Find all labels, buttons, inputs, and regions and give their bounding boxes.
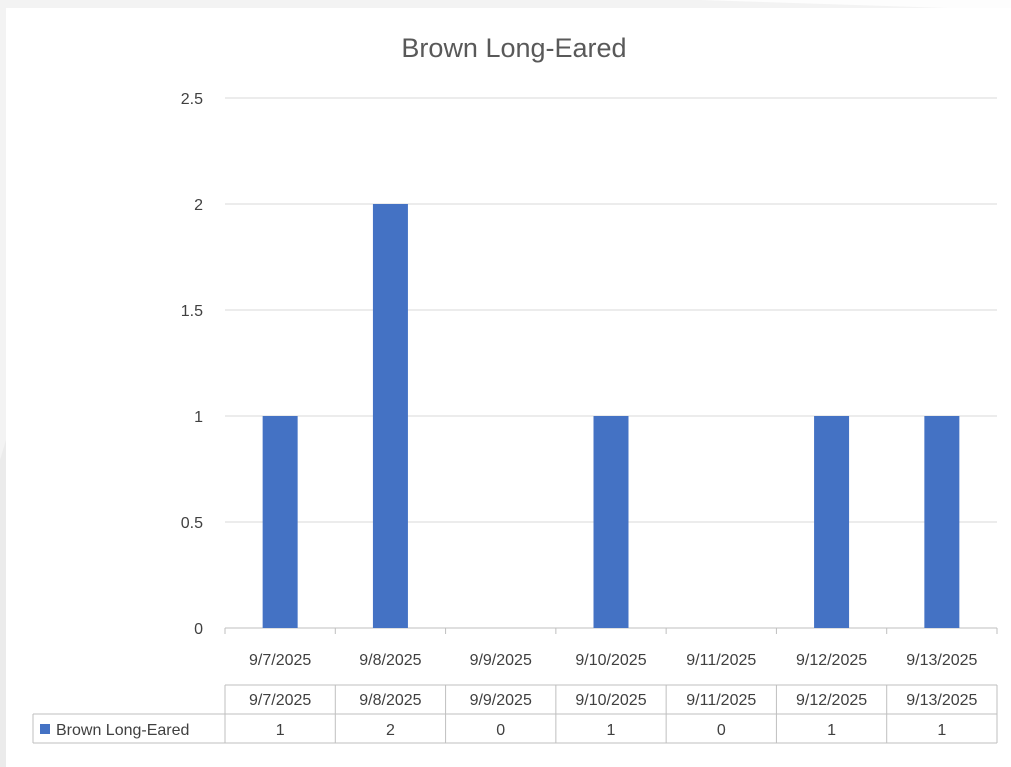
y-tick-label: 0.5: [181, 515, 203, 532]
bar: [262, 416, 298, 628]
table-header-cell: 9/10/2025: [575, 692, 646, 709]
x-category-label: 9/7/2025: [249, 652, 311, 669]
table-value-cell: 0: [717, 722, 726, 739]
table-value-cell: 1: [276, 722, 285, 739]
bar: [924, 416, 960, 628]
data-table: 9/7/2025 1 9/8/2025 2 9/9/2025 0 9/10/2025 1 9/1…: [32, 684, 998, 744]
x-axis-categories: 9/7/2025 9/8/2025 9/9/2025 9/10/2025 9/11/20…: [249, 652, 978, 669]
x-category-label: 9/11/2025: [686, 652, 756, 669]
bar: [814, 416, 850, 628]
bar: [593, 416, 629, 628]
table-value-cell: 1: [937, 722, 946, 739]
y-tick-label: 2.5: [181, 91, 203, 108]
bar: [372, 204, 408, 628]
table-value-cell: 1: [827, 722, 836, 739]
chart-area: [6, 8, 1011, 767]
x-category-label: 9/12/2025: [796, 652, 867, 669]
legend-swatch: [40, 724, 50, 734]
table-header-cell: 9/11/2025: [686, 692, 756, 709]
y-tick-label: 1: [194, 409, 203, 426]
chart-title: Brown Long-Eared: [401, 33, 626, 63]
x-category-label: 9/10/2025: [575, 652, 646, 669]
table-header-cell: 9/9/2025: [470, 692, 532, 709]
x-category-label: 9/9/2025: [470, 652, 532, 669]
table-header-cell: 9/8/2025: [359, 692, 421, 709]
table-header-cell: 9/13/2025: [906, 692, 977, 709]
table-series-name: Brown Long-Eared: [56, 722, 189, 739]
table-value-cell: 2: [386, 722, 395, 739]
bars: [262, 204, 960, 628]
table-header-cell: 9/12/2025: [796, 692, 867, 709]
y-tick-label: 2: [194, 197, 203, 214]
table-header-cell: 9/7/2025: [249, 692, 311, 709]
y-tick-label: 1.5: [181, 303, 203, 320]
y-tick-label: 0: [194, 621, 203, 638]
y-axis-ticks: 0 0.5 1 1.5 2 2.5: [181, 91, 203, 638]
table-value-cell: 0: [496, 722, 505, 739]
table-value-cell: 1: [607, 722, 616, 739]
x-category-label: 9/13/2025: [906, 652, 977, 669]
x-category-label: 9/8/2025: [359, 652, 421, 669]
